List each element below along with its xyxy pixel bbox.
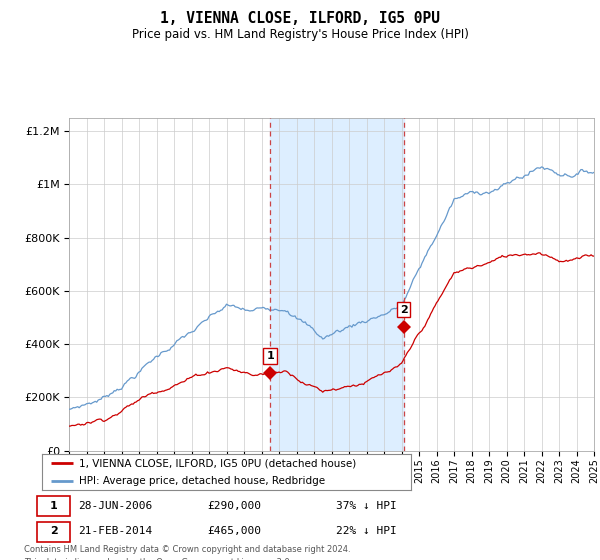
Text: 1: 1 xyxy=(50,501,58,511)
Text: 1: 1 xyxy=(266,351,274,361)
Text: 1, VIENNA CLOSE, ILFORD, IG5 0PU (detached house): 1, VIENNA CLOSE, ILFORD, IG5 0PU (detach… xyxy=(79,459,356,468)
Text: Contains HM Land Registry data © Crown copyright and database right 2024.: Contains HM Land Registry data © Crown c… xyxy=(24,545,350,554)
Text: 22% ↓ HPI: 22% ↓ HPI xyxy=(337,526,397,536)
Text: £290,000: £290,000 xyxy=(208,501,262,511)
Text: 2: 2 xyxy=(400,305,407,315)
Text: 1, VIENNA CLOSE, ILFORD, IG5 0PU: 1, VIENNA CLOSE, ILFORD, IG5 0PU xyxy=(160,11,440,26)
Bar xyxy=(270,118,404,451)
Text: 37% ↓ HPI: 37% ↓ HPI xyxy=(337,501,397,511)
FancyBboxPatch shape xyxy=(37,496,70,516)
FancyBboxPatch shape xyxy=(37,521,70,542)
Text: 2: 2 xyxy=(50,526,58,536)
Text: 28-JUN-2006: 28-JUN-2006 xyxy=(78,501,152,511)
Text: 21-FEB-2014: 21-FEB-2014 xyxy=(78,526,152,536)
Text: HPI: Average price, detached house, Redbridge: HPI: Average price, detached house, Redb… xyxy=(79,476,325,486)
Text: This data is licensed under the Open Government Licence v3.0.: This data is licensed under the Open Gov… xyxy=(24,558,292,560)
Text: £465,000: £465,000 xyxy=(208,526,262,536)
Text: Price paid vs. HM Land Registry's House Price Index (HPI): Price paid vs. HM Land Registry's House … xyxy=(131,28,469,41)
